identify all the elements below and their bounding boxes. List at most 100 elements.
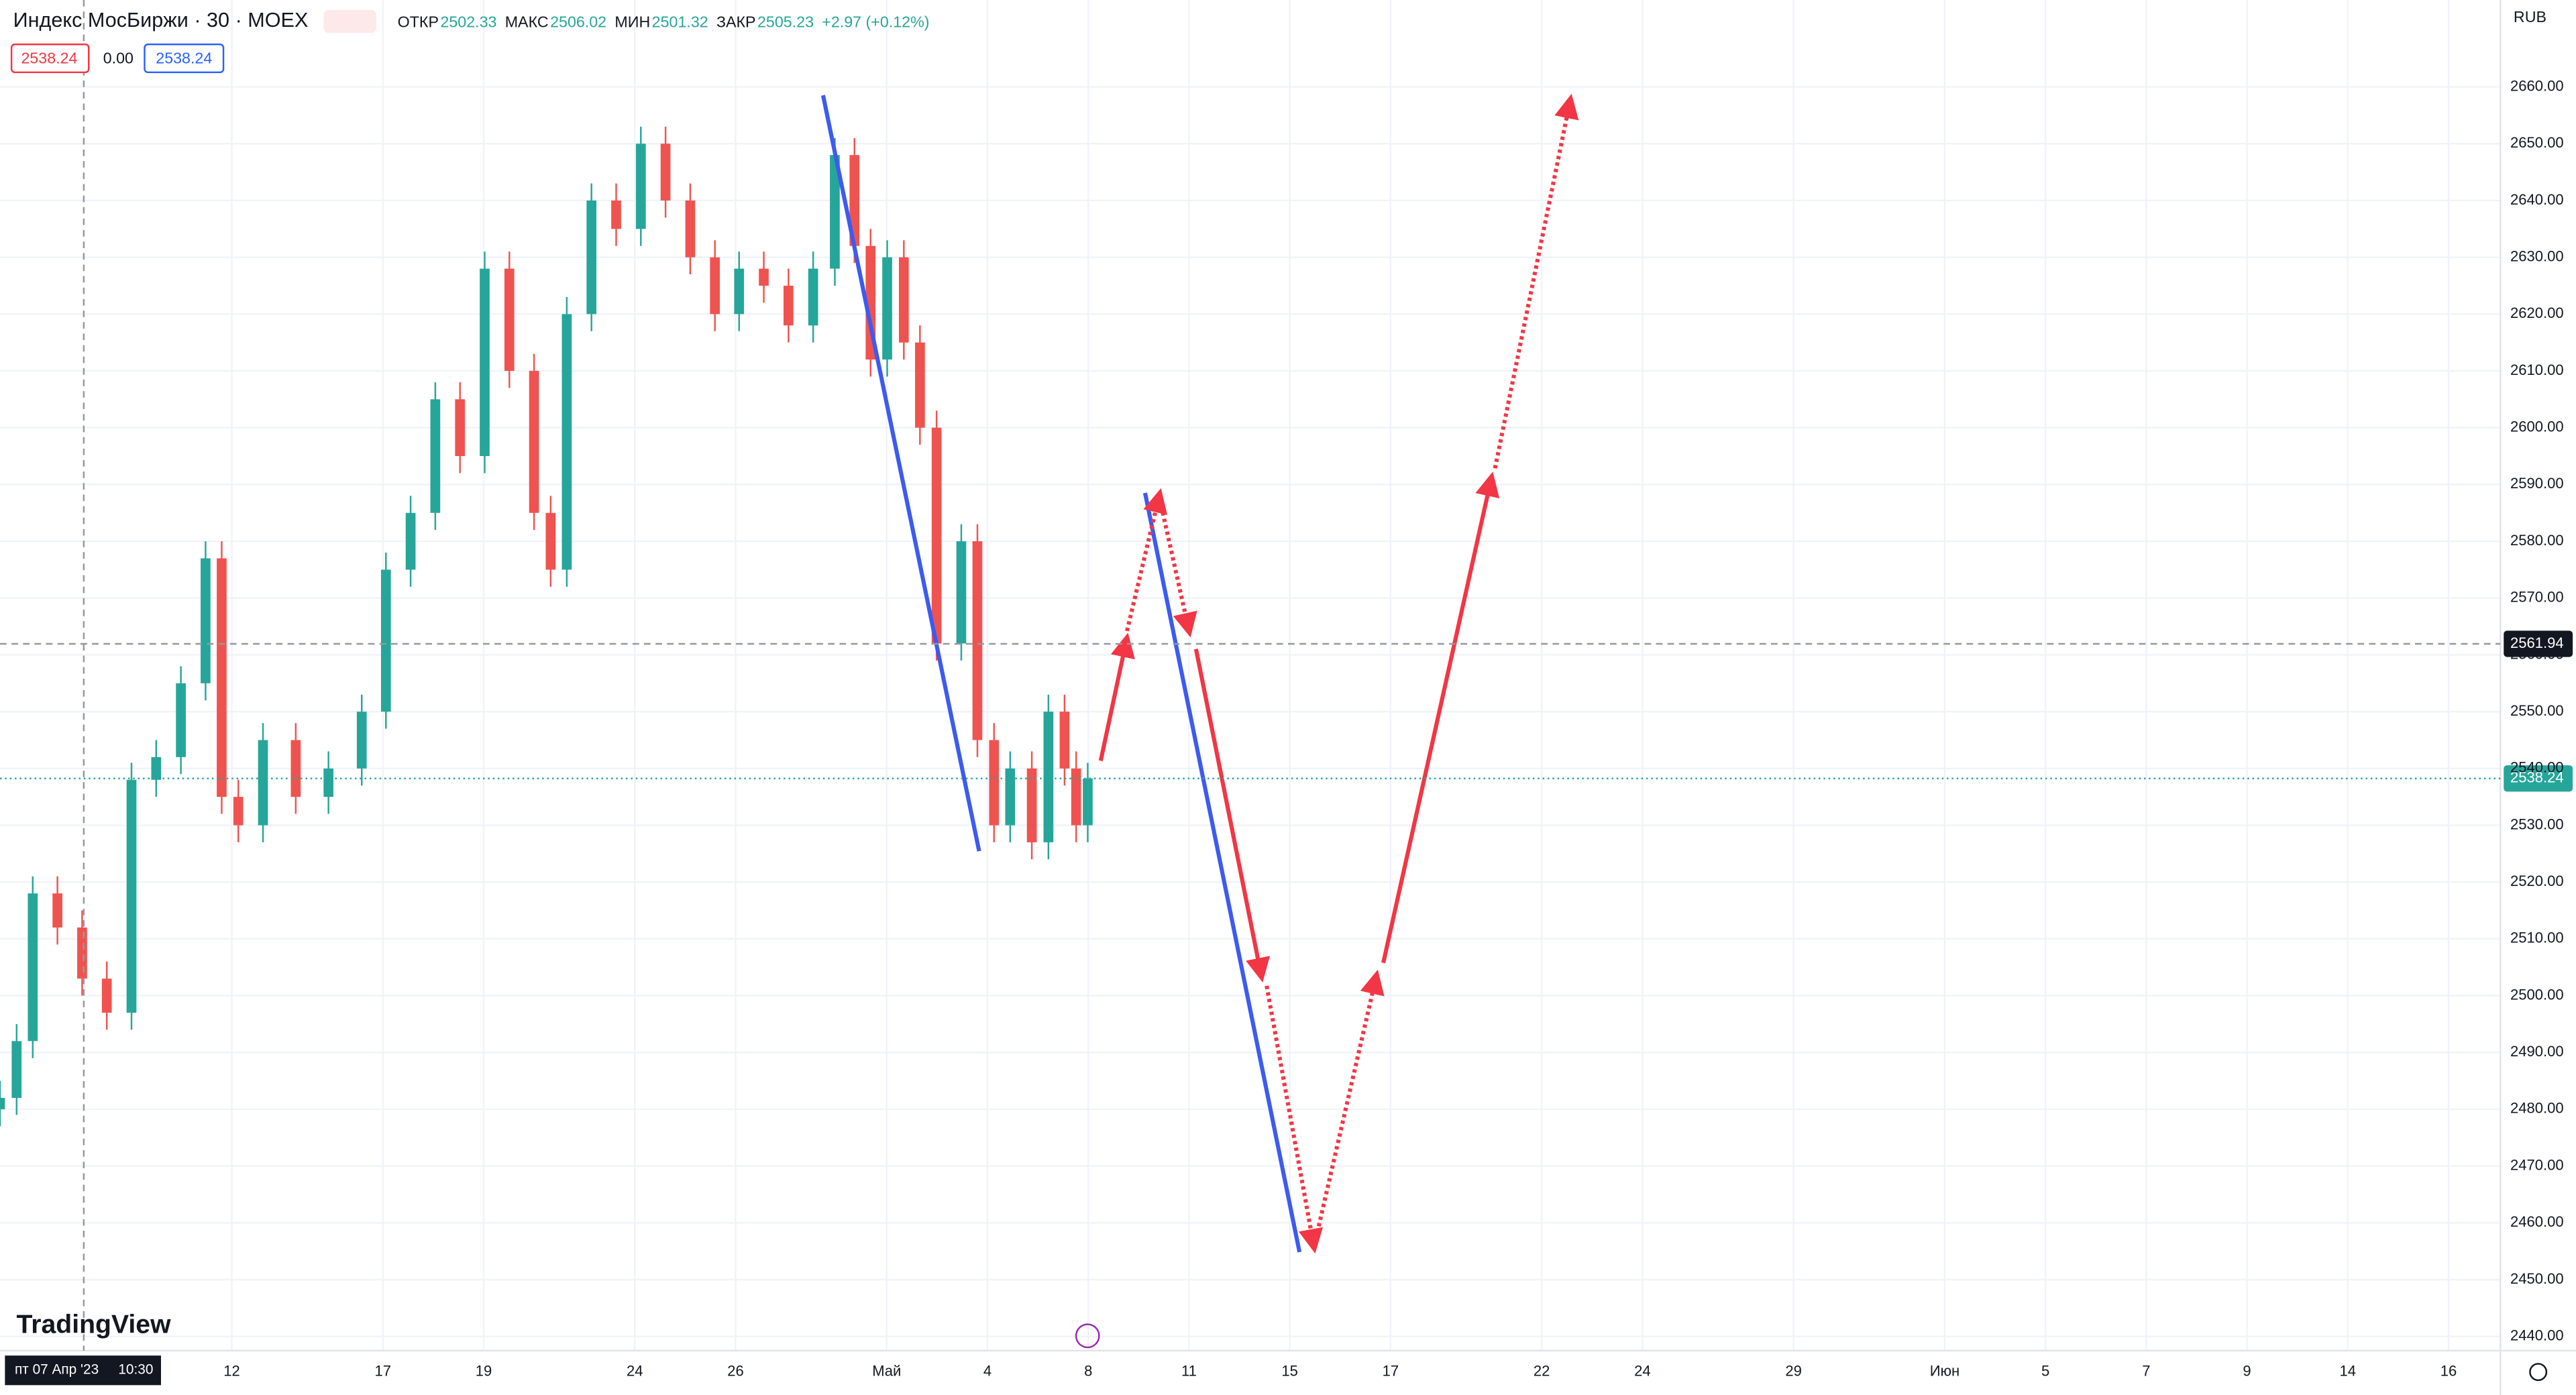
- x-tick-label: 17: [1383, 1363, 1399, 1380]
- candle-body: [52, 893, 62, 928]
- candle-body: [28, 893, 38, 1042]
- candle-body: [529, 371, 539, 513]
- x-tick-label: 19: [476, 1363, 492, 1380]
- y-tick-label: 2490.00: [2510, 1043, 2564, 1060]
- candle-body: [77, 927, 87, 979]
- candle-body: [1026, 768, 1037, 842]
- candle-body: [11, 1041, 22, 1098]
- candle-body: [0, 1097, 5, 1109]
- currency: RUB: [2514, 8, 2546, 25]
- y-tick-label: 2550.00: [2510, 702, 2564, 719]
- x-tick-label: 22: [1534, 1363, 1550, 1380]
- candle-body: [430, 399, 441, 513]
- y-tick-label: 2590.00: [2510, 475, 2564, 492]
- badge: [144, 43, 225, 74]
- event-icon[interactable]: [1075, 1323, 1100, 1349]
- candle-body: [759, 268, 769, 286]
- y-tick-label: 2460.00: [2510, 1213, 2564, 1230]
- ohlc-value: 2505.23: [757, 13, 814, 30]
- candle-body: [151, 757, 162, 780]
- ohlc-value: 2502.33: [440, 13, 496, 30]
- arrow: [1125, 488, 1168, 632]
- candle-body: [561, 314, 572, 570]
- change: +2.97 (+0.12%): [822, 13, 929, 30]
- y-tick-label: 2610.00: [2510, 361, 2564, 378]
- crosshair-price-box: [2504, 630, 2573, 657]
- x-tick-label: 26: [727, 1363, 744, 1380]
- y-tick-label: 2570.00: [2510, 589, 2564, 606]
- arrow: [1157, 499, 1197, 638]
- candle-body: [356, 712, 367, 769]
- arrow: [1265, 985, 1324, 1254]
- candle-body: [989, 740, 1000, 826]
- candle-body: [1083, 778, 1093, 826]
- candle-body: [504, 268, 515, 372]
- candle-body: [931, 427, 942, 644]
- y-tick-label: 2580.00: [2510, 532, 2564, 549]
- x-tick-label: Июн: [1930, 1363, 1960, 1380]
- candle-body: [1059, 712, 1070, 769]
- arrow: [1312, 969, 1385, 1246]
- x-tick-label: 29: [1785, 1363, 1802, 1380]
- candle-body: [455, 399, 466, 457]
- crosshair-time: 10:30: [118, 1362, 153, 1378]
- candle-body: [126, 779, 137, 1013]
- candle-body: [101, 979, 112, 1013]
- y-tick-label: 2640.00: [2510, 191, 2564, 208]
- x-tick-label: 4: [983, 1363, 991, 1380]
- settings-icon[interactable]: [2529, 1363, 2548, 1382]
- candle-body: [784, 285, 794, 326]
- candle-body: [323, 768, 334, 797]
- crosshair-date-box: [5, 1355, 161, 1386]
- x-tick-label: 24: [1634, 1363, 1651, 1380]
- x-tick-label: 17: [375, 1363, 392, 1380]
- candle-body: [480, 268, 490, 457]
- badge-text: 0.00: [103, 49, 133, 66]
- candle-body: [233, 797, 244, 826]
- y-tick-label: 2650.00: [2510, 134, 2564, 151]
- x-tick-label: 7: [2142, 1363, 2150, 1380]
- candle-body: [1005, 768, 1016, 826]
- ohlc-label: ОТКР: [398, 13, 439, 30]
- x-tick-label: 16: [2440, 1363, 2457, 1380]
- y-tick-label: 2560.00: [2510, 645, 2564, 662]
- arrow: [1493, 93, 1579, 469]
- x-tick-label: Май: [872, 1363, 901, 1380]
- candle-body: [258, 740, 268, 826]
- candle-body: [545, 512, 556, 570]
- badge-text: 2538.24: [156, 49, 212, 66]
- crosshair-date: пт 07 Апр '23: [15, 1362, 99, 1378]
- x-tick-label: 5: [2041, 1363, 2049, 1380]
- ohlc-label: МИН: [614, 13, 650, 30]
- candle-body: [290, 740, 301, 797]
- ohlc-label: МАКС: [505, 13, 549, 30]
- candle-body: [1071, 768, 1081, 826]
- arrow: [1098, 632, 1135, 761]
- ohlc-value: 2501.32: [652, 13, 708, 30]
- candle-body: [380, 569, 391, 712]
- y-tick-label: 2480.00: [2510, 1100, 2564, 1117]
- candle-body: [635, 144, 646, 229]
- candle-body: [217, 558, 227, 797]
- symbol-title: Индекс МосБиржи · 30 · MOEX: [13, 9, 309, 32]
- y-tick-label: 2530.00: [2510, 816, 2564, 832]
- x-tick-label: 9: [2243, 1363, 2251, 1380]
- y-tick-label: 2440.00: [2510, 1327, 2564, 1344]
- last-price: 2538.24: [2510, 769, 2564, 786]
- y-tick-label: 2600.00: [2510, 418, 2564, 435]
- drawings: [820, 93, 1579, 1254]
- candle-body: [849, 155, 860, 246]
- candle-body: [956, 541, 967, 644]
- candle-body: [611, 200, 621, 229]
- toggle-button[interactable]: [323, 9, 376, 33]
- x-tick-label: 24: [627, 1363, 643, 1380]
- x-tick-label: 15: [1281, 1363, 1298, 1380]
- y-tick-label: 2630.00: [2510, 247, 2564, 264]
- x-tick-label: 11: [1181, 1363, 1197, 1380]
- candle-body: [201, 558, 211, 683]
- candle-body: [1043, 712, 1054, 842]
- arrow: [1381, 471, 1500, 964]
- candle-body: [734, 268, 745, 315]
